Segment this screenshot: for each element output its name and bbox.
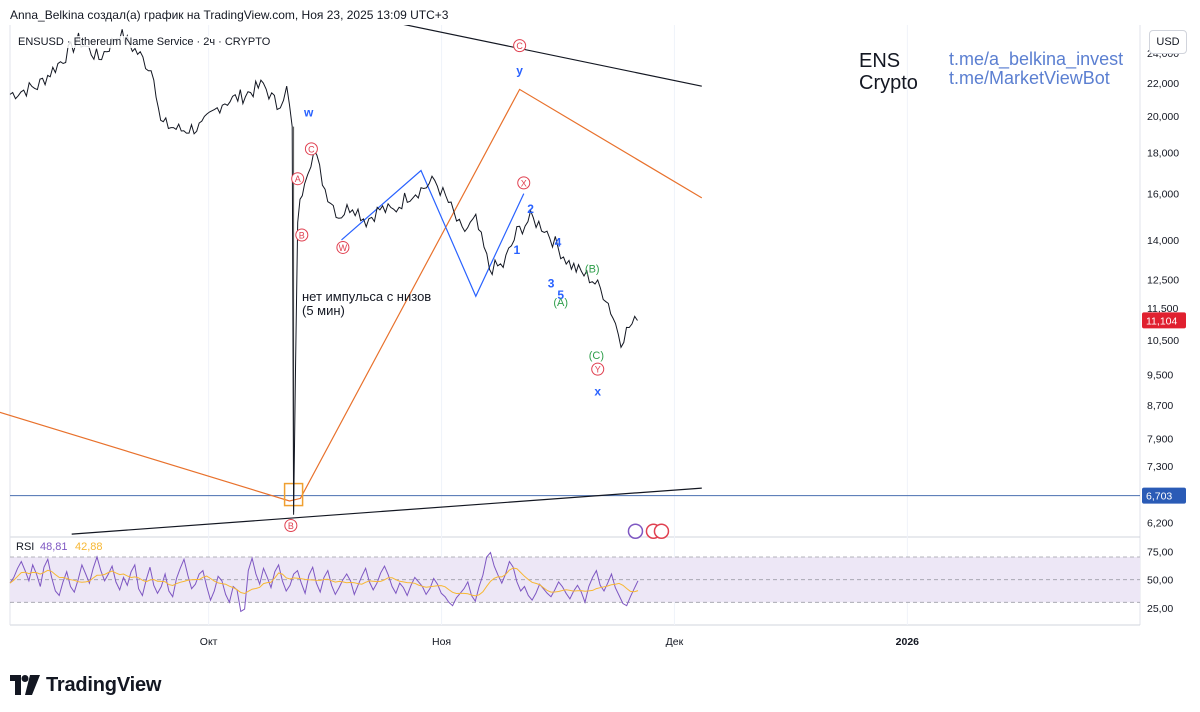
price-axis-tick-label: 20,000 [1147, 111, 1179, 123]
price-axis-tick-label: 7,300 [1147, 461, 1173, 473]
wave-label-circle [517, 176, 531, 190]
wave-label-text: Y [595, 365, 601, 375]
wave-label-text: (A) [553, 297, 568, 309]
time-axis-tick-label: Окт [200, 636, 218, 648]
ens-title: ENS Crypto [859, 50, 918, 94]
grid-layer [208, 25, 908, 625]
price-axis-tick-label: 6,200 [1147, 518, 1173, 530]
rsi-axis-tick-label: 75,00 [1147, 546, 1173, 558]
tradingview-logo[interactable]: TradingView [10, 672, 161, 698]
wave-label-text: A [295, 174, 301, 184]
price-axis-tick-label: 7,900 [1147, 434, 1173, 446]
wave-label-circle [304, 142, 318, 156]
wave-label-text: (B) [585, 263, 600, 275]
trendline-black [71, 487, 702, 535]
price-axis-tick-label: 14,000 [1147, 235, 1179, 247]
chart-credit-text: Anna_Belkina создал(а) график на Trading… [10, 8, 449, 22]
trendline-blue [341, 169, 525, 298]
rsi-value: 48,81 [40, 541, 68, 553]
level-badge [1142, 487, 1186, 504]
wave-label-circle [284, 519, 298, 533]
time-axis-tick-label: Ноя [432, 636, 451, 648]
price-axis-tick-label: 12,500 [1147, 274, 1179, 286]
price-axis-tick-label: 11,500 [1147, 303, 1178, 315]
price-axis-tick-label: 9,500 [1147, 370, 1173, 382]
wave-labels-layer: w C A B W X 2 1 4 35(A) (B) (C) Yx Cy B [284, 39, 670, 539]
ens-title-line1: ENS [859, 50, 901, 72]
wave-label-circle [591, 362, 605, 376]
rsi-ma-value: 42,88 [75, 541, 103, 553]
time-axis: Окт Ноя Дек 2026 [200, 636, 919, 648]
wave-label-text: C [516, 41, 523, 51]
last-price-label: 11,104 [1146, 315, 1177, 327]
price-axis-tick-label: 18,000 [1147, 148, 1179, 160]
annotation-text: нет импульса с низов (5 мин) [302, 290, 431, 318]
wave-label-text: 5 [557, 288, 564, 302]
wave-label-text: 4 [555, 235, 562, 249]
price-axis-tick-label: 16,000 [1147, 189, 1179, 201]
trendline-orange [0, 88, 703, 502]
wave-label-text: y [516, 64, 523, 78]
rsi-line [9, 551, 639, 613]
tradingview-logo-icon [10, 675, 40, 695]
price-axis-tick-label: 22,000 [1147, 78, 1179, 90]
trendline-black [403, 25, 702, 87]
wave-label-text: 3 [548, 276, 555, 290]
rsi-axis-tick-label: 50,00 [1147, 575, 1173, 587]
tradingview-wordmark: TradingView [46, 673, 162, 696]
wave-label-circle [291, 172, 305, 186]
price-axis-tick-label: 10,500 [1147, 335, 1179, 347]
symbol-title: ENSUSD · Ethereum Name Service · 2ч · CR… [18, 36, 271, 48]
telegram-link-1[interactable]: t.me/a_belkina_invest [949, 49, 1124, 69]
level-badge-label: 6,703 [1146, 491, 1172, 503]
time-axis-tick-label: Дек [666, 636, 684, 648]
last-price-badge [1142, 312, 1186, 329]
wave-label-text: w [303, 106, 314, 120]
wave-label-text: 1 [514, 243, 521, 257]
wave-label-text: C [308, 144, 315, 154]
wave-label-text: (C) [589, 350, 604, 362]
wave-label-text: 2 [527, 202, 534, 216]
annotation-line-1: нет импульса с низов [302, 289, 432, 304]
flag-event-icon [653, 523, 670, 539]
drawings-layer [0, 25, 1140, 535]
wave-label-circle [336, 240, 350, 254]
wave-label-text: X [521, 178, 527, 188]
telegram-link-2[interactable]: t.me/MarketViewBot [949, 68, 1110, 88]
rsi-pane: RSI 48,81 42,88 75,00 50,00 25,00 [9, 541, 1173, 615]
wave-label-text: B [299, 230, 305, 240]
annotation-line-2: (5 мин) [302, 303, 345, 318]
price-axis: 24,00022,00020,00018,00016,00014,00012,5… [1142, 48, 1186, 530]
rsi-title: RSI [16, 541, 34, 553]
rsi-ma-line [9, 567, 639, 597]
ens-title-line2: Crypto [859, 72, 918, 94]
wave-label-text: x [594, 384, 601, 398]
rsi-axis-tick-label: 25,00 [1147, 603, 1173, 615]
currency-button[interactable]: USD [1149, 30, 1187, 54]
wave-label-text: W [339, 243, 348, 253]
price-axis-tick-label: 8,700 [1147, 400, 1173, 412]
wave-label-circle [295, 228, 309, 242]
wave-label-circle [513, 39, 527, 53]
wave-label-text: B [288, 521, 294, 531]
lightning-event-icon [627, 523, 644, 539]
time-axis-tick-label: 2026 [896, 636, 920, 648]
